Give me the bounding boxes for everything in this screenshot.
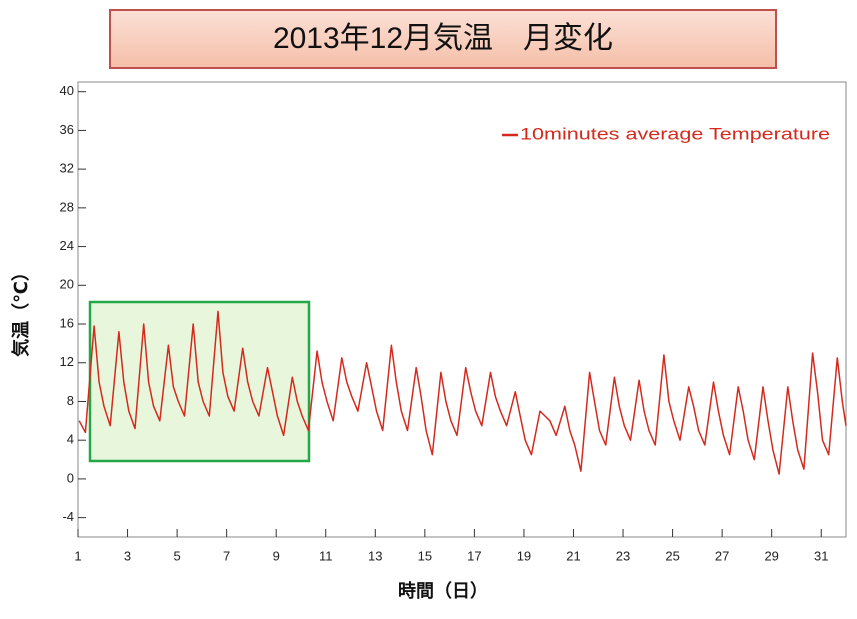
x-tick-label: 13 xyxy=(368,548,382,563)
y-tick-label: 4 xyxy=(67,432,74,447)
y-tick-label: 36 xyxy=(60,122,74,137)
x-axis-label: 時間（日） xyxy=(398,581,488,601)
x-tick-label: 3 xyxy=(124,548,131,563)
y-tick-label: 0 xyxy=(67,470,74,485)
x-tick-label: 27 xyxy=(715,548,729,563)
x-tick-label: 11 xyxy=(319,548,333,563)
x-tick-label: 23 xyxy=(616,548,630,563)
y-axis-label: 気温（℃） xyxy=(10,263,31,357)
y-tick-label: 32 xyxy=(60,161,74,176)
title-box xyxy=(109,9,777,69)
series-line xyxy=(78,310,847,475)
y-tick-label: 24 xyxy=(60,238,74,253)
highlight-box xyxy=(88,300,311,463)
y-tick-label: 16 xyxy=(60,315,74,330)
y-tick-label: -4 xyxy=(62,509,74,524)
x-tick-label: 5 xyxy=(173,548,180,563)
x-tick-label: 19 xyxy=(517,548,531,563)
x-tick-label: 17 xyxy=(467,548,481,563)
y-tick-label: 40 xyxy=(60,83,74,98)
legend-label: 10minutes average Temperature xyxy=(520,124,830,143)
x-tick-label: 7 xyxy=(223,548,230,563)
x-tick-label: 9 xyxy=(273,548,280,563)
x-tick-label: 21 xyxy=(566,548,580,563)
y-tick-label: 20 xyxy=(60,277,74,292)
y-tick-label: 8 xyxy=(67,393,74,408)
plot-frame xyxy=(77,81,847,538)
x-tick-label: 25 xyxy=(665,548,679,563)
x-tick-label: 1 xyxy=(74,548,81,563)
x-tick-label: 15 xyxy=(418,548,432,563)
x-tick-label: 29 xyxy=(764,548,778,563)
y-tick-label: 12 xyxy=(60,354,74,369)
chart-title: 2013年12月気温 月変化 xyxy=(273,22,613,55)
y-tick-label: 28 xyxy=(60,199,74,214)
x-tick-label: 31 xyxy=(814,548,828,563)
